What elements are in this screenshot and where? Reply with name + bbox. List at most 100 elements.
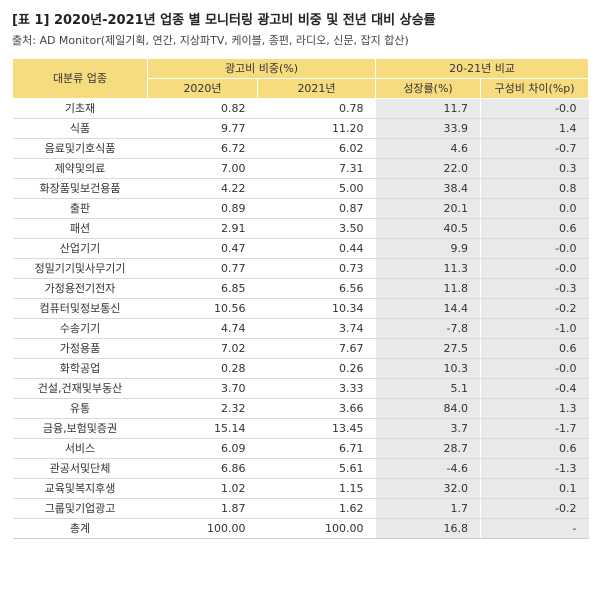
table-source: 출처: AD Monitor(제일기획, 연간, 지상파TV, 케이블, 종편,… bbox=[12, 34, 409, 47]
cell-share-diff: -0.0 bbox=[480, 98, 589, 119]
cell-share-2020: 0.47 bbox=[147, 238, 258, 259]
cell-share-2021: 6.02 bbox=[257, 138, 376, 159]
cell-growth: 11.3 bbox=[375, 258, 481, 279]
table-row: 기초재 0.82 0.78 11.7 -0.0 bbox=[12, 98, 589, 119]
cell-share-2020: 7.02 bbox=[147, 338, 258, 359]
cell-growth: 4.6 bbox=[375, 138, 481, 159]
cell-category: 컴퓨터및정보통신 bbox=[12, 298, 148, 319]
cell-share-2020: 4.74 bbox=[147, 318, 258, 339]
cell-share-2021: 7.31 bbox=[257, 158, 376, 179]
cell-share-diff: -0.2 bbox=[480, 298, 589, 319]
table-row: 서비스 6.09 6.71 28.7 0.6 bbox=[12, 438, 589, 459]
cell-share-2020: 6.85 bbox=[147, 278, 258, 299]
cell-category: 그룹및기업광고 bbox=[12, 498, 148, 519]
cell-category: 화장품및보건용품 bbox=[12, 178, 148, 199]
cell-share-2021: 5.00 bbox=[257, 178, 376, 199]
cell-share-2020: 1.87 bbox=[147, 498, 258, 519]
cell-share-diff: -1.3 bbox=[480, 458, 589, 479]
cell-share-2020: 7.00 bbox=[147, 158, 258, 179]
cell-growth: 40.5 bbox=[375, 218, 481, 239]
cell-growth: -4.6 bbox=[375, 458, 481, 479]
table-row: 유통 2.32 3.66 84.0 1.3 bbox=[12, 398, 589, 419]
cell-share-2021: 13.45 bbox=[257, 418, 376, 439]
cell-category: 서비스 bbox=[12, 438, 148, 459]
cell-category: 산업기기 bbox=[12, 238, 148, 259]
cell-share-2020: 2.32 bbox=[147, 398, 258, 419]
table-row: 출판 0.89 0.87 20.1 0.0 bbox=[12, 198, 589, 219]
cell-share-diff: -0.3 bbox=[480, 278, 589, 299]
table-header: 대분류 업종 광고비 비중(%) 20-21년 비교 2020년 2021년 성… bbox=[12, 58, 590, 99]
table-row: 정밀기기및사무기기 0.77 0.73 11.3 -0.0 bbox=[12, 258, 589, 279]
cell-share-2020: 0.28 bbox=[147, 358, 258, 379]
cell-growth: 33.9 bbox=[375, 118, 481, 139]
cell-share-2021: 7.67 bbox=[257, 338, 376, 359]
cell-share-2020: 1.02 bbox=[147, 478, 258, 499]
cell-growth: 11.8 bbox=[375, 278, 481, 299]
cell-category: 유통 bbox=[12, 398, 148, 419]
cell-share-2021: 0.78 bbox=[257, 98, 376, 119]
cell-category: 정밀기기및사무기기 bbox=[12, 258, 148, 279]
cell-share-diff: 0.8 bbox=[480, 178, 589, 199]
cell-share-2021: 3.66 bbox=[257, 398, 376, 419]
cell-share-2020: 6.86 bbox=[147, 458, 258, 479]
table-row: 총계 100.00 100.00 16.8- bbox=[12, 518, 589, 539]
cell-category: 기초재 bbox=[12, 98, 148, 119]
cell-share-2021: 100.00 bbox=[257, 518, 376, 539]
cell-share-diff: 0.6 bbox=[480, 438, 589, 459]
cell-share-diff: -1.0 bbox=[480, 318, 589, 339]
table-row: 컴퓨터및정보통신 10.56 10.34 14.4 -0.2 bbox=[12, 298, 589, 319]
header-share-diff: 구성비 차이(%p) bbox=[480, 78, 590, 99]
header-compare-group: 20-21년 비교 bbox=[375, 58, 590, 79]
table-row: 가정용전기전자 6.85 6.56 11.8 -0.3 bbox=[12, 278, 589, 299]
table-row: 화학공업 0.28 0.26 10.3 -0.0 bbox=[12, 358, 589, 379]
cell-share-diff: 0.6 bbox=[480, 218, 589, 239]
cell-share-2020: 15.14 bbox=[147, 418, 258, 439]
cell-share-diff: -0.4 bbox=[480, 378, 589, 399]
header-2021: 2021년 bbox=[256, 78, 377, 99]
table-row: 음료및기호식품 6.72 6.02 4.6 -0.7 bbox=[12, 138, 589, 159]
cell-category: 금융,보험및증권 bbox=[12, 418, 148, 439]
cell-share-2021: 0.73 bbox=[257, 258, 376, 279]
cell-growth: 14.4 bbox=[375, 298, 481, 319]
header-2020: 2020년 bbox=[147, 78, 258, 99]
cell-share-2021: 6.71 bbox=[257, 438, 376, 459]
table-row: 제약및의료 7.00 7.31 22.0 0.3 bbox=[12, 158, 589, 179]
cell-share-2021: 3.33 bbox=[257, 378, 376, 399]
cell-category: 관공서및단체 bbox=[12, 458, 148, 479]
cell-share-2020: 2.91 bbox=[147, 218, 258, 239]
cell-share-2020: 100.00 bbox=[147, 518, 258, 539]
cell-category: 건설,건재및부동산 bbox=[12, 378, 148, 399]
cell-share-2021: 0.87 bbox=[257, 198, 376, 219]
cell-category: 가정용전기전자 bbox=[12, 278, 148, 299]
cell-growth: 5.1 bbox=[375, 378, 481, 399]
cell-category: 제약및의료 bbox=[12, 158, 148, 179]
cell-category: 총계 bbox=[12, 518, 148, 539]
cell-category: 수송기기 bbox=[12, 318, 148, 339]
cell-growth: 16.8 bbox=[375, 518, 481, 539]
cell-share-2021: 5.61 bbox=[257, 458, 376, 479]
table-row: 수송기기 4.74 3.74 -7.8 -1.0 bbox=[12, 318, 589, 339]
cell-share-2020: 9.77 bbox=[147, 118, 258, 139]
cell-share-2021: 1.15 bbox=[257, 478, 376, 499]
cell-share-diff: -0.0 bbox=[480, 258, 589, 279]
cell-share-diff: 1.3 bbox=[480, 398, 589, 419]
cell-category: 가정용품 bbox=[12, 338, 148, 359]
table-row: 관공서및단체 6.86 5.61 -4.6 -1.3 bbox=[12, 458, 589, 479]
cell-growth: 32.0 bbox=[375, 478, 481, 499]
cell-category: 패션 bbox=[12, 218, 148, 239]
cell-share-2020: 0.82 bbox=[147, 98, 258, 119]
cell-growth: 38.4 bbox=[375, 178, 481, 199]
cell-share-diff: 0.1 bbox=[480, 478, 589, 499]
cell-growth: 20.1 bbox=[375, 198, 481, 219]
table-row: 산업기기 0.47 0.44 9.9 -0.0 bbox=[12, 238, 589, 259]
cell-share-2021: 10.34 bbox=[257, 298, 376, 319]
cell-category: 음료및기호식품 bbox=[12, 138, 148, 159]
cell-growth: 84.0 bbox=[375, 398, 481, 419]
cell-growth: 28.7 bbox=[375, 438, 481, 459]
ad-share-table: 대분류 업종 광고비 비중(%) 20-21년 비교 2020년 2021년 성… bbox=[12, 58, 590, 539]
cell-share-2020: 3.70 bbox=[147, 378, 258, 399]
cell-share-diff: 0.6 bbox=[480, 338, 589, 359]
cell-share-2021: 0.44 bbox=[257, 238, 376, 259]
cell-share-diff: 1.4 bbox=[480, 118, 589, 139]
